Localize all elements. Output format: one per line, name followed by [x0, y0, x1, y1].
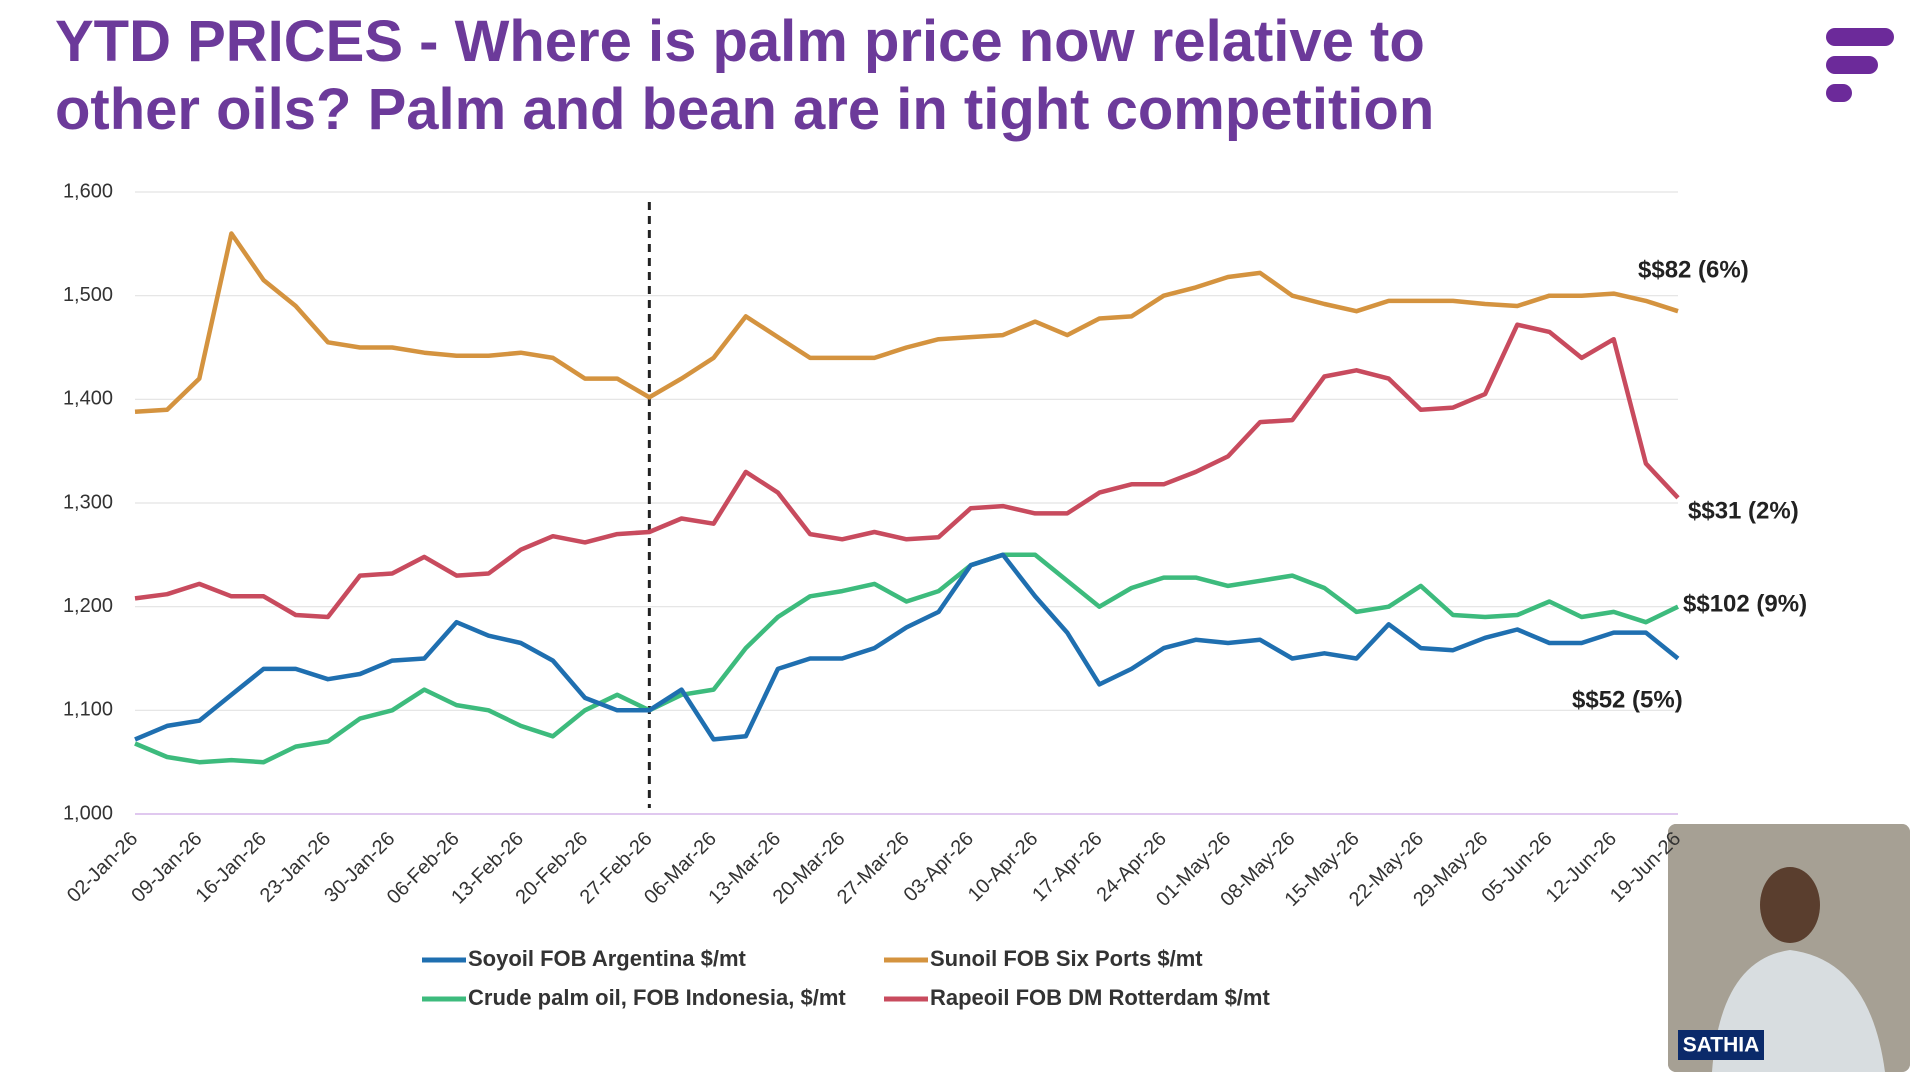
title-line: other oils? Palm and bean are in tight c…	[55, 77, 1435, 142]
annotation: $$52 (5%)	[1572, 686, 1683, 713]
y-tick-label: 1,500	[63, 284, 113, 306]
y-tick-label: 1,300	[63, 491, 113, 513]
x-tick-label: 03-Apr-26	[900, 828, 978, 906]
webcam: SATHIA	[1668, 824, 1910, 1072]
logo-bar	[1826, 56, 1878, 74]
presenter-name: SATHIA	[1683, 1034, 1760, 1057]
logo-bar	[1826, 84, 1852, 102]
title-line: YTD PRICES - Where is palm price now rel…	[55, 9, 1425, 74]
person-head	[1760, 867, 1820, 943]
y-tick-label: 1,600	[63, 180, 113, 202]
y-tick-label: 1,400	[63, 388, 113, 410]
slide-title: YTD PRICES - Where is palm price now rel…	[55, 8, 1434, 144]
annotation: $$82 (6%)	[1638, 256, 1749, 283]
series-line	[134, 552, 1679, 765]
y-tick-label: 1,000	[63, 802, 113, 824]
legend-label: Rapeoil FOB DM Rotterdam $/mt	[930, 985, 1270, 1010]
legend-label: Sunoil FOB Six Ports $/mt	[930, 946, 1203, 971]
annotation: $$102 (9%)	[1683, 590, 1807, 617]
name-tag	[1678, 1030, 1764, 1060]
legend-label: Crude palm oil, FOB Indonesia, $/mt	[468, 985, 846, 1010]
logo-bar	[1826, 28, 1894, 46]
series-line	[134, 552, 1680, 742]
y-tick-label: 1,100	[63, 699, 113, 721]
logo	[1826, 28, 1894, 102]
series-line	[134, 322, 1680, 620]
annotation: $$31 (2%)	[1688, 497, 1799, 524]
series-line	[134, 231, 1679, 415]
legend-label: Soyoil FOB Argentina $/mt	[468, 946, 747, 971]
x-tick-label: 10-Apr-26	[964, 828, 1042, 906]
y-tick-label: 1,200	[63, 595, 113, 617]
